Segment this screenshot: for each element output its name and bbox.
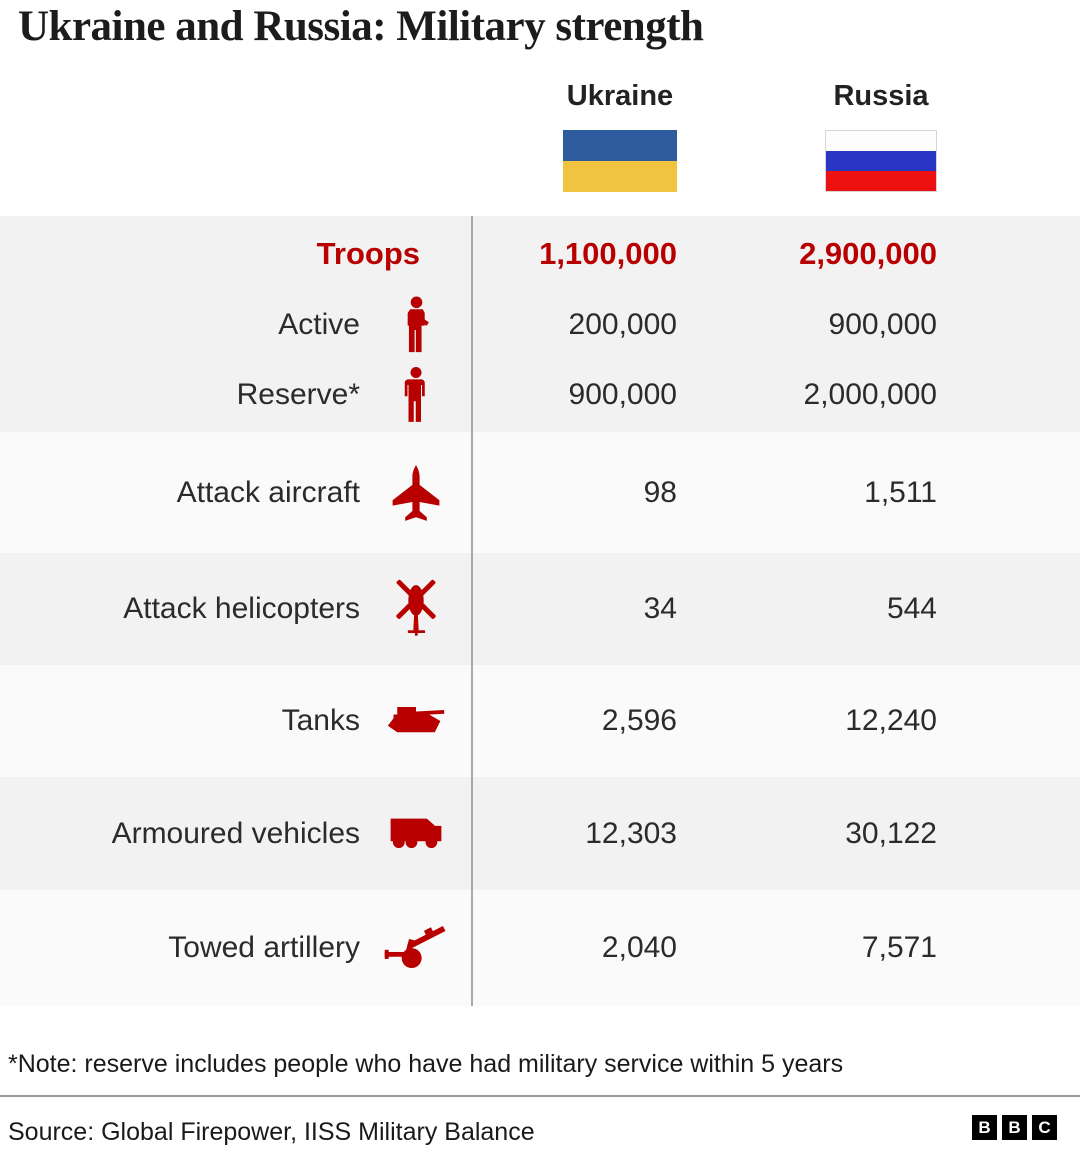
ukraine-flag-yellow-stripe bbox=[563, 161, 677, 192]
ukraine-value: 98 bbox=[643, 475, 677, 509]
ukraine-value: 200,000 bbox=[568, 308, 677, 341]
artillery-icon bbox=[360, 925, 472, 972]
vertical-divider bbox=[471, 216, 473, 1006]
table-row-armoured-vehicles: Armoured vehicles 12,303 30,122 bbox=[0, 777, 1080, 890]
russia-value: 2,900,000 bbox=[799, 236, 937, 271]
page-title: Ukraine and Russia: Military strength bbox=[18, 3, 704, 50]
soldier-icon bbox=[360, 296, 472, 354]
row-label: Attack helicopters bbox=[123, 592, 360, 625]
ukraine-value: 2,040 bbox=[601, 931, 677, 964]
russia-flag-icon bbox=[825, 130, 937, 192]
footer-divider bbox=[0, 1095, 1080, 1097]
fighter-jet-icon bbox=[360, 464, 472, 522]
bbc-logo-letter: B bbox=[1002, 1115, 1027, 1140]
russia-value: 2,000,000 bbox=[803, 378, 937, 411]
ukraine-flag-blue-stripe bbox=[563, 130, 677, 161]
bbc-logo-letter: C bbox=[1032, 1115, 1057, 1140]
column-header-russia: Russia bbox=[833, 80, 929, 112]
source-credit: Source: Global Firepower, IISS Military … bbox=[8, 1118, 535, 1146]
russia-value: 900,000 bbox=[828, 308, 937, 341]
person-icon bbox=[360, 366, 472, 424]
row-label: Troops bbox=[316, 236, 420, 271]
russia-flag-red-stripe bbox=[826, 171, 936, 191]
russia-value: 1,511 bbox=[864, 475, 937, 509]
table-row-attack-aircraft: Attack aircraft 98 1,511 bbox=[0, 432, 1080, 553]
column-header-ukraine: Ukraine bbox=[566, 80, 674, 112]
table-row-towed-artillery: Towed artillery 2,040 7,571 bbox=[0, 890, 1080, 1006]
row-label: Armoured vehicles bbox=[111, 816, 360, 850]
row-label: Attack aircraft bbox=[176, 475, 360, 509]
row-label: Tanks bbox=[281, 704, 360, 737]
bbc-logo: B B C bbox=[972, 1115, 1057, 1140]
bbc-logo-letter: B bbox=[972, 1115, 997, 1140]
russia-value: 544 bbox=[886, 592, 937, 625]
row-label: Active bbox=[278, 308, 360, 341]
russia-flag-white-stripe bbox=[826, 131, 936, 152]
russia-value: 30,122 bbox=[845, 816, 937, 850]
ukraine-value: 1,100,000 bbox=[539, 236, 677, 271]
table-row-troops: Troops 1,100,000 2,900,000 bbox=[0, 216, 1080, 292]
footnote: *Note: reserve includes people who have … bbox=[8, 1050, 844, 1078]
ukraine-value: 34 bbox=[643, 592, 677, 625]
helicopter-icon bbox=[360, 576, 472, 643]
russia-value: 12,240 bbox=[845, 704, 937, 737]
table-row-active: Active 200,000 900,000 bbox=[0, 292, 1080, 358]
comparison-table: Troops 1,100,000 2,900,000 Active 200,00… bbox=[0, 216, 1080, 1006]
ukraine-value: 900,000 bbox=[568, 378, 677, 411]
row-label: Towed artillery bbox=[168, 931, 360, 964]
ukraine-value: 2,596 bbox=[601, 704, 677, 737]
table-row-reserve: Reserve* 900,000 2,000,000 bbox=[0, 358, 1080, 432]
table-row-tanks: Tanks 2,596 12,240 bbox=[0, 665, 1080, 777]
russia-flag-blue-stripe bbox=[826, 151, 936, 171]
russia-value: 7,571 bbox=[861, 931, 937, 964]
ukraine-flag-icon bbox=[563, 130, 677, 192]
row-label: Reserve* bbox=[236, 378, 360, 411]
tank-icon bbox=[360, 703, 472, 739]
ukraine-value: 12,303 bbox=[585, 816, 677, 850]
truck-icon bbox=[360, 813, 472, 855]
table-row-attack-helicopters: Attack helicopters 34 544 bbox=[0, 553, 1080, 665]
